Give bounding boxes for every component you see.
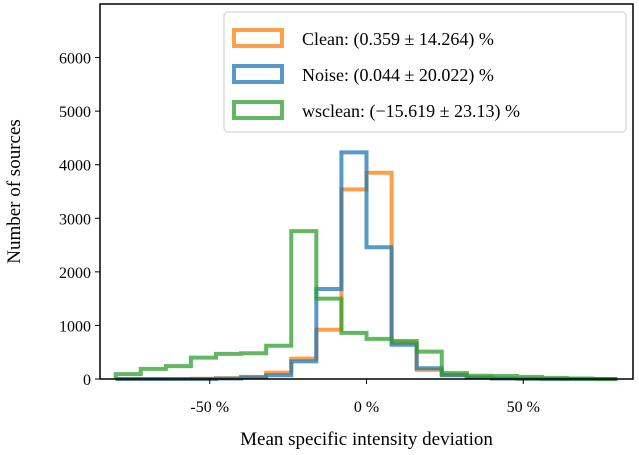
legend-swatch-clean [232,28,284,48]
x-tick-label: 50 % [507,399,540,416]
series-wsclean-step [113,229,618,381]
x-axis-ticks: -50 % 0 % 50 % [190,379,540,416]
y-tick-label: 6000 [59,51,91,68]
legend: Clean: (0.359 ± 14.264) % Noise: (0.044 ±… [223,11,627,133]
y-tick-label: 5000 [59,104,91,121]
legend-label-noise: Noise: (0.044 ± 20.022) % [302,65,494,86]
legend-label-clean: Clean: (0.359 ± 14.264) % [302,29,494,50]
y-tick-label: 1000 [59,318,91,335]
y-tick-label: 4000 [59,158,91,175]
y-axis-label: Number of sources [4,119,25,264]
legend-swatch-wsclean [232,100,284,120]
y-axis-ticks: 0 1000 2000 3000 4000 5000 6000 [59,51,100,389]
legend-label-wsclean: wsclean: (−15.619 ± 23.13) % [302,101,520,122]
x-tick-label: -50 % [190,399,229,416]
legend-swatch-noise [232,64,284,84]
y-tick-label: 3000 [59,211,91,228]
series-layer [113,150,618,381]
x-axis-label: Mean specific intensity deviation [240,429,493,450]
x-tick-label: 0 % [354,399,379,416]
y-tick-label: 0 [83,372,91,389]
y-tick-label: 2000 [59,265,91,282]
series-noise-step [115,150,618,381]
legend-frame [223,11,627,133]
